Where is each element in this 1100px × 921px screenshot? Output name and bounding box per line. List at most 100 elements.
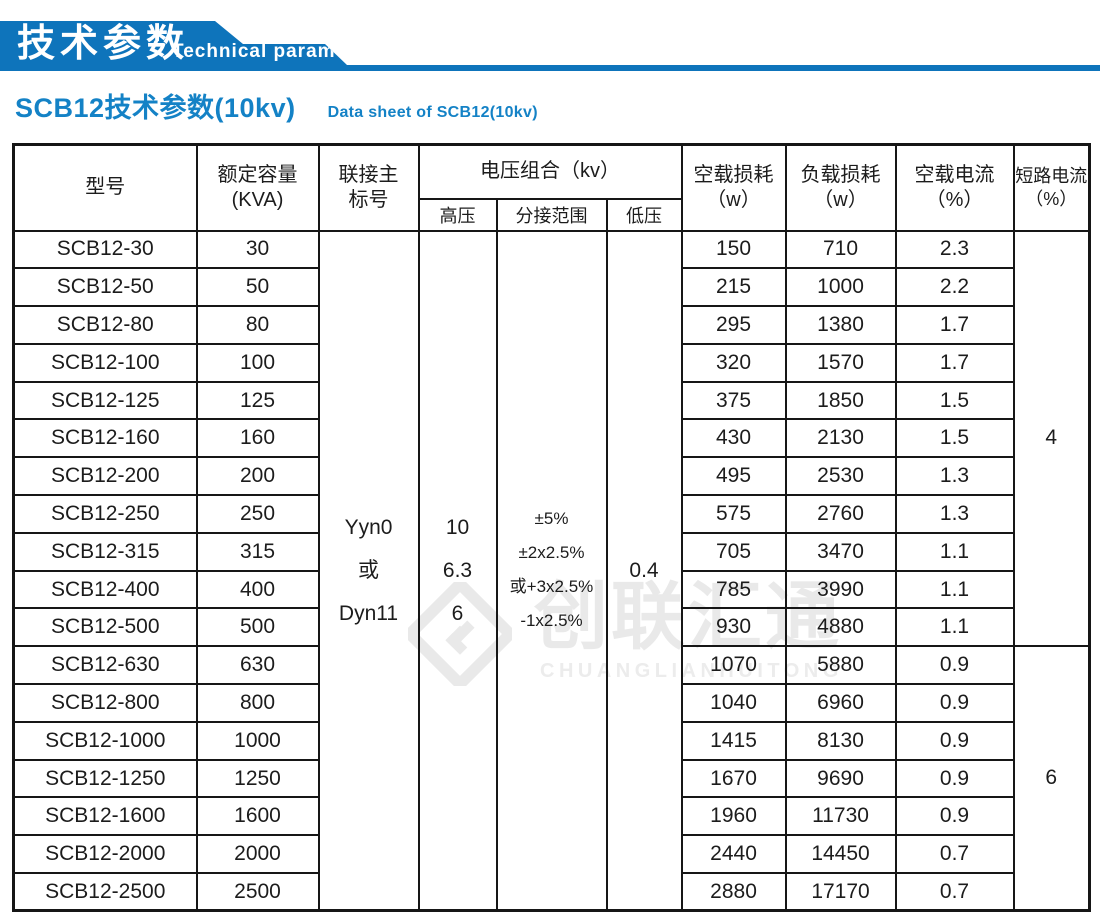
cell-load-loss: 5880 bbox=[784, 645, 897, 686]
header-voltage-group: 电压组合（kv） bbox=[417, 143, 683, 200]
cell-no-load-loss: 295 bbox=[680, 305, 787, 345]
cell-no-load-current: 1.5 bbox=[894, 380, 1015, 421]
cell-load-loss: 8130 bbox=[784, 720, 897, 761]
cell-no-load-current: 2.2 bbox=[894, 267, 1015, 308]
cell-no-load-current: 0.9 bbox=[894, 683, 1015, 723]
cell-load-loss: 3990 bbox=[784, 569, 897, 610]
cell-load-loss: 6960 bbox=[784, 683, 897, 723]
cell-no-load-loss: 495 bbox=[680, 456, 787, 497]
table-row: SCB12-250 250 575 2760 1.3 bbox=[12, 494, 1090, 534]
cell-no-load-current: 1.7 bbox=[894, 342, 1015, 383]
header-no-load-loss-line2: （w） bbox=[706, 188, 761, 211]
table-row: SCB12-50 50 215 1000 2.2 bbox=[12, 267, 1090, 308]
cell-model: SCB12-630 bbox=[12, 645, 198, 686]
header-connection-line1: 联接主 bbox=[338, 163, 399, 186]
table-row: SCB12-1600 1600 1960 11730 0.9 bbox=[12, 796, 1090, 837]
header-lv: 低压 bbox=[605, 197, 683, 232]
header-no-load-loss: 空载损耗 （w） bbox=[680, 143, 787, 232]
cell-hv-line: 6 bbox=[451, 601, 464, 625]
table-row: SCB12-1000 1000 1415 8130 0.9 bbox=[12, 720, 1090, 761]
cell-lv-line: 0.4 bbox=[629, 558, 659, 582]
cell-kva: 800 bbox=[195, 683, 320, 723]
cell-no-load-loss: 2440 bbox=[680, 834, 787, 875]
cell-no-load-loss: 1960 bbox=[680, 796, 787, 837]
header-connection-line2: 标号 bbox=[348, 188, 389, 211]
cell-kva: 200 bbox=[195, 456, 320, 497]
cell-kva: 250 bbox=[195, 494, 320, 534]
cell-kva: 400 bbox=[195, 569, 320, 610]
table-row: SCB12-800 800 1040 6960 0.9 bbox=[12, 683, 1090, 723]
cell-load-loss: 710 bbox=[784, 229, 897, 270]
cell-no-load-current: 1.3 bbox=[894, 456, 1015, 497]
cell-no-load-loss: 320 bbox=[680, 342, 787, 383]
cell-no-load-current: 0.9 bbox=[894, 758, 1015, 799]
cell-load-loss: 11730 bbox=[784, 796, 897, 837]
cell-no-load-loss: 1070 bbox=[680, 645, 787, 686]
table-row: SCB12-200 200 495 2530 1.3 bbox=[12, 456, 1090, 497]
cell-short-circuit: 4 bbox=[1012, 229, 1091, 648]
cell-connection-line: Yyn0 bbox=[344, 515, 393, 539]
cell-no-load-current: 1.1 bbox=[894, 569, 1015, 610]
cell-no-load-current: 1.5 bbox=[894, 418, 1015, 459]
table-row: SCB12-80 80 295 1380 1.7 bbox=[12, 305, 1090, 345]
cell-no-load-loss: 705 bbox=[680, 531, 787, 572]
cell-kva: 1600 bbox=[195, 796, 320, 837]
cell-load-loss: 1850 bbox=[784, 380, 897, 421]
cell-no-load-current: 0.9 bbox=[894, 796, 1015, 837]
spec-table: 型号 额定容量 (KVA) 联接主 标号 电压组合（kv） 空载损耗 （w） bbox=[12, 143, 1092, 913]
cell-kva: 1000 bbox=[195, 720, 320, 761]
table-row: SCB12-2000 2000 2440 14450 0.7 bbox=[12, 834, 1090, 875]
cell-model: SCB12-100 bbox=[12, 342, 198, 383]
cell-model: SCB12-250 bbox=[12, 494, 198, 534]
header-load-loss-line2: （w） bbox=[813, 188, 868, 211]
cell-load-loss: 14450 bbox=[784, 834, 897, 875]
spec-table-wrap: 型号 额定容量 (KVA) 联接主 标号 电压组合（kv） 空载损耗 （w） bbox=[12, 143, 1092, 913]
header-hv: 高压 bbox=[417, 197, 498, 232]
table-row: SCB12-630 630 1070 5880 0.9 6 bbox=[12, 645, 1091, 912]
table-row: SCB12-1250 1250 1670 9690 0.9 bbox=[12, 758, 1090, 799]
cell-no-load-current: 0.9 bbox=[894, 720, 1015, 761]
table-body: SCB12-30 30 Yyn0 或 Dyn11 10 6.3 6 ±5% ±2x2.5% 或+3x… bbox=[12, 229, 1091, 912]
cell-model: SCB12-800 bbox=[12, 683, 198, 723]
cell-tap-line: 或+3x2.5% bbox=[509, 577, 594, 597]
cell-no-load-loss: 375 bbox=[680, 380, 787, 421]
cell-load-loss: 17170 bbox=[784, 872, 897, 912]
header-load-loss: 负载损耗 （w） bbox=[784, 143, 897, 232]
cell-model: SCB12-50 bbox=[12, 267, 198, 308]
header-short-circuit-current: 短路电流 （%） bbox=[1012, 143, 1091, 232]
cell-kva: 315 bbox=[195, 531, 320, 572]
cell-load-loss: 1570 bbox=[784, 342, 897, 383]
banner-title-cn: 技术参数 bbox=[17, 23, 190, 65]
cell-no-load-loss: 575 bbox=[680, 494, 787, 534]
header-no-load-current-line2: （%） bbox=[925, 188, 984, 211]
cell-model: SCB12-400 bbox=[12, 569, 198, 610]
cell-model: SCB12-315 bbox=[12, 531, 198, 572]
cell-model: SCB12-2000 bbox=[12, 834, 198, 875]
cell-no-load-loss: 930 bbox=[680, 607, 787, 648]
cell-kva: 50 bbox=[195, 267, 320, 308]
cell-tap: ±5% ±2x2.5% 或+3x2.5% -1x2.5% bbox=[495, 229, 608, 912]
table-row: SCB12-30 30 Yyn0 或 Dyn11 10 6.3 6 ±5% ±2x2.5% 或+3x… bbox=[12, 229, 1091, 912]
cell-no-load-loss: 785 bbox=[680, 569, 787, 610]
table-row: SCB12-2500 2500 2880 17170 0.7 bbox=[12, 872, 1090, 912]
cell-no-load-loss: 150 bbox=[680, 229, 787, 270]
table-header: 型号 额定容量 (KVA) 联接主 标号 电压组合（kv） 空载损耗 （w） bbox=[12, 143, 1091, 232]
cell-load-loss: 4880 bbox=[784, 607, 897, 648]
cell-no-load-loss: 215 bbox=[680, 267, 787, 308]
cell-model: SCB12-2500 bbox=[12, 872, 198, 912]
cell-kva: 30 bbox=[195, 229, 320, 270]
cell-load-loss: 9690 bbox=[784, 758, 897, 799]
header-load-loss-line1: 负载损耗 bbox=[800, 163, 881, 186]
cell-load-loss: 2130 bbox=[784, 418, 897, 459]
cell-kva: 100 bbox=[195, 342, 320, 383]
cell-no-load-loss: 1040 bbox=[680, 683, 787, 723]
header-connection: 联接主 标号 bbox=[317, 143, 420, 232]
cell-load-loss: 3470 bbox=[784, 531, 897, 572]
page-title: SCB12技术参数(10kv) bbox=[15, 93, 296, 123]
page-subtitle: Data sheet of SCB12(10kv) bbox=[327, 104, 538, 121]
header-short-circuit-line1: 短路电流 bbox=[1015, 166, 1088, 187]
header-no-load-current-line1: 空载电流 bbox=[914, 163, 995, 186]
banner-title-en: Technical parameter bbox=[172, 41, 375, 62]
cell-model: SCB12-1600 bbox=[12, 796, 198, 837]
cell-connection-line: Dyn11 bbox=[338, 601, 399, 625]
